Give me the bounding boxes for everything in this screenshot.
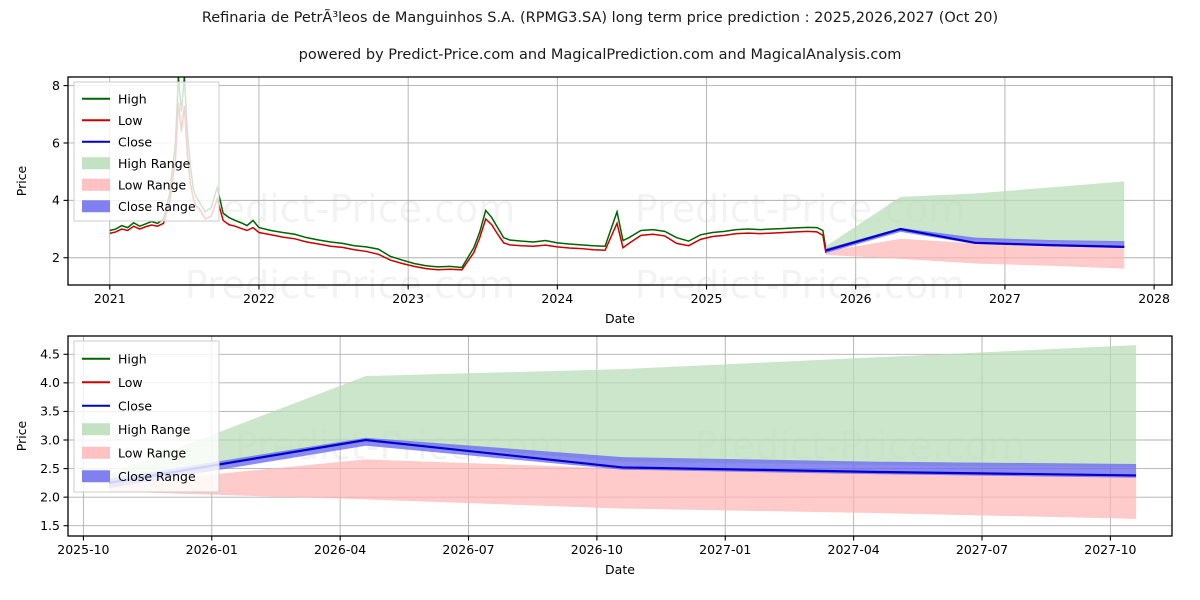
low-range-band xyxy=(109,459,1137,519)
legend-item-label: Close xyxy=(118,134,152,149)
legend-item-label: High xyxy=(118,351,147,366)
legend-item-label: Close Range xyxy=(118,199,196,214)
x-axis-tick-label: 2028 xyxy=(1138,291,1170,306)
plot-series xyxy=(109,77,1125,271)
legend-item-label: Close Range xyxy=(118,469,196,484)
legend-patch-swatch xyxy=(82,200,110,213)
plot-series xyxy=(108,345,1137,519)
x-axis-tick-label: 2021 xyxy=(94,291,126,306)
x-axis-tick-label: 2026-10 xyxy=(571,542,623,557)
chart-legend: High Low Close High Range Low Range Close Ran… xyxy=(73,340,220,493)
legend-item-high-range[interactable]: High Range xyxy=(82,156,191,171)
legend-item-label: High xyxy=(118,91,147,106)
x-axis-tick-label: 2022 xyxy=(243,291,275,306)
legend-item-close[interactable]: Close xyxy=(82,398,152,413)
legend-item-label: Low xyxy=(118,375,143,390)
x-axis-tick-label: 2026-07 xyxy=(442,542,494,557)
x-axis-tick-label: 2025 xyxy=(691,291,723,306)
x-axis-tick-label: 2027-01 xyxy=(699,542,751,557)
watermark: Predict-Price.com xyxy=(185,187,516,231)
x-axis-label: Date xyxy=(605,562,635,577)
overview-chart-panel: Predict-Price.comPredict-Price.comPredic… xyxy=(0,62,1200,324)
y-axis-tick-label: 3.5 xyxy=(40,404,60,419)
high-range-band xyxy=(825,181,1125,251)
high-range-band xyxy=(109,345,1137,483)
legend-item-low[interactable]: Low xyxy=(82,113,143,128)
plot-frame xyxy=(67,76,1173,286)
x-axis-tick-label: 2027-04 xyxy=(828,542,880,557)
legend-item-label: High Range xyxy=(118,156,191,171)
y-axis-tick-label: 4 xyxy=(52,193,60,208)
legend-item-high[interactable]: High xyxy=(82,351,147,366)
legend-item-high[interactable]: High xyxy=(82,91,147,106)
close-range-band xyxy=(109,437,1137,488)
chart-legend: High Low Close High Range Low Range Close Ran… xyxy=(73,81,220,222)
forecast-detail-chart-svg: Predict-Price.comPredict-Price.com1.52.0… xyxy=(14,335,1173,577)
x-axis-label: Date xyxy=(605,311,635,324)
y-axis-tick-label: 6 xyxy=(52,135,60,150)
legend-item-label: Close xyxy=(118,398,152,413)
x-axis-tick-label: 2026-04 xyxy=(314,542,366,557)
axes: 1.5 2.0 2.5 3.0 3.5 4.0 4.5 2025-10 2026-01 2026-… xyxy=(40,347,1136,557)
legend-item-low[interactable]: Low xyxy=(82,375,143,390)
legend-patch-swatch xyxy=(82,470,110,483)
legend-item-close-range[interactable]: Close Range xyxy=(82,469,196,484)
y-axis-tick-label: 8 xyxy=(52,78,60,93)
legend-patch-swatch xyxy=(82,178,110,191)
y-axis-label: Price xyxy=(14,420,29,451)
legend-patch-swatch xyxy=(82,157,110,170)
legend-item-close[interactable]: Close xyxy=(82,134,152,149)
x-axis-tick-label: 2026-01 xyxy=(186,542,238,557)
legend-item-label: High Range xyxy=(118,422,191,437)
y-axis-label: Price xyxy=(14,165,29,196)
y-axis-tick-label: 1.5 xyxy=(40,518,60,533)
legend-patch-swatch xyxy=(82,446,110,459)
legend-box xyxy=(73,81,220,222)
close-forecast-line xyxy=(108,438,1137,484)
legend-item-label: Low xyxy=(118,113,143,128)
legend-item-high-range[interactable]: High Range xyxy=(82,422,191,437)
axes: 2 4 6 8 2021 2022 2023 2024 2025 2026 2027 2028 xyxy=(52,78,1170,306)
page-subtitle: powered by Predict-Price.com and Magical… xyxy=(298,47,902,63)
legend-item-close-range[interactable]: Close Range xyxy=(82,199,196,214)
x-axis-tick-label: 2026 xyxy=(840,291,872,306)
y-axis-tick-label: 2 xyxy=(52,250,60,265)
legend-patch-swatch xyxy=(82,423,110,436)
x-axis-tick-label: 2025-10 xyxy=(57,542,109,557)
low-range-band xyxy=(825,238,1125,269)
legend-item-label: Low Range xyxy=(118,445,187,460)
y-axis-tick-label: 4.0 xyxy=(40,375,60,390)
close-forecast-line xyxy=(825,227,1125,252)
plot-frame xyxy=(67,335,1173,537)
y-axis-tick-label: 3.0 xyxy=(40,432,60,447)
x-axis-tick-label: 2027-07 xyxy=(956,542,1008,557)
y-axis-tick-label: 4.5 xyxy=(40,347,60,362)
overview-chart-svg: Predict-Price.comPredict-Price.comPredic… xyxy=(14,76,1173,324)
legend-item-low-range[interactable]: Low Range xyxy=(82,177,187,192)
legend-box xyxy=(73,340,220,493)
x-axis-tick-label: 2027 xyxy=(989,291,1021,306)
y-axis-tick-label: 2.0 xyxy=(40,489,60,504)
y-axis-tick-label: 2.5 xyxy=(40,461,60,476)
x-axis-tick-label: 2023 xyxy=(392,291,424,306)
x-axis-tick-label: 2027-10 xyxy=(1084,542,1136,557)
page-title: Refinaria de PetrÃ³leos de Manguinhos S.… xyxy=(201,10,999,26)
forecast-detail-chart-panel: Predict-Price.comPredict-Price.com1.52.0… xyxy=(0,324,1200,600)
legend-item-low-range[interactable]: Low Range xyxy=(82,445,187,460)
close-range-band xyxy=(825,227,1125,254)
legend-item-label: Low Range xyxy=(118,177,187,192)
x-axis-tick-label: 2024 xyxy=(541,291,573,306)
